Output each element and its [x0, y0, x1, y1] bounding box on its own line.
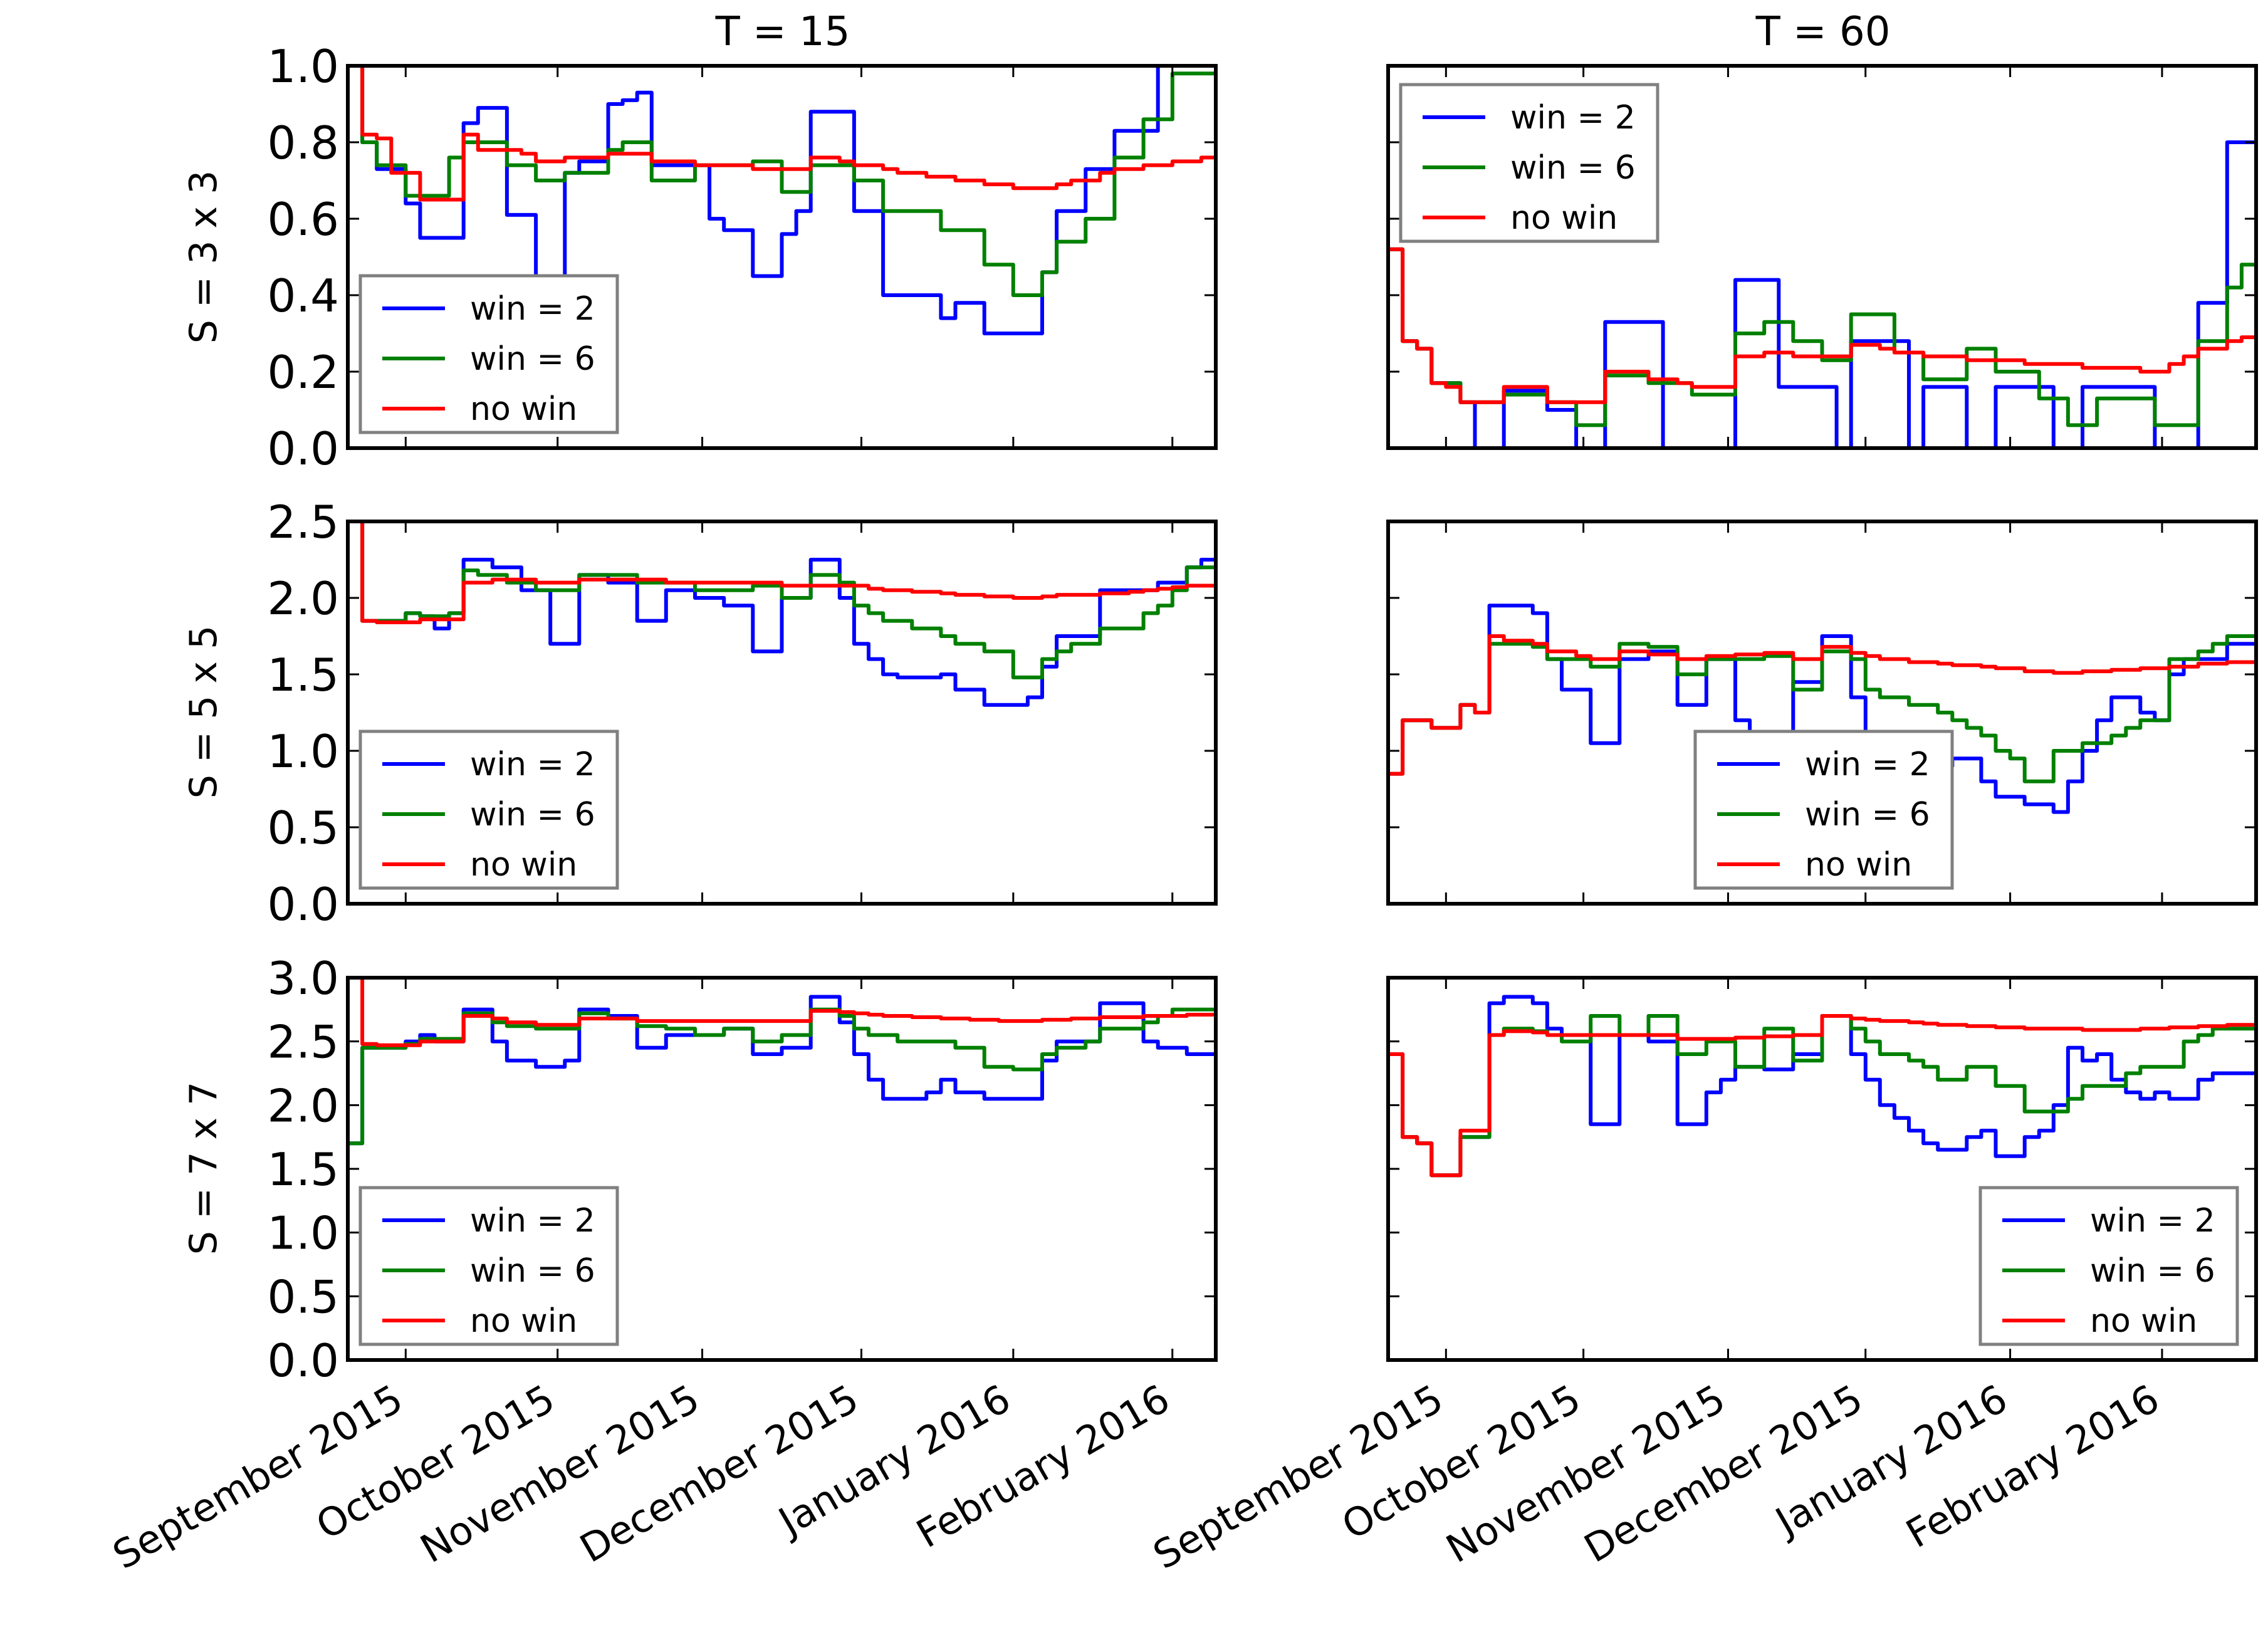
- series-group-0: [348, 66, 1216, 335]
- legend-label: win = 2: [1510, 99, 1636, 137]
- legend: win = 2 win = 6 no win: [1399, 83, 1659, 243]
- series-line-no-win: [348, 521, 1216, 624]
- legend: win = 2 win = 6 no win: [1978, 1186, 2239, 1346]
- plot-frame: [346, 520, 1218, 906]
- legend-label: no win: [470, 390, 577, 428]
- legend-label: win = 2: [470, 746, 595, 783]
- chart-panel-1: win = 2 win = 6 no win: [1386, 64, 2258, 450]
- chart-panel-3: win = 2 win = 6 no win: [1386, 520, 2258, 906]
- series-line-no-win: [348, 978, 1216, 1047]
- series-line-no-win: [348, 66, 1216, 202]
- series-group-4: [348, 978, 1216, 1146]
- y-tick-label: 2.0: [267, 572, 339, 625]
- legend-label: win = 2: [470, 290, 595, 328]
- legend-label: win = 6: [470, 796, 595, 834]
- legend-label: win = 6: [470, 340, 595, 378]
- y-tick-label: 0.8: [267, 117, 339, 169]
- row-label-s5: S = 5 x 5: [182, 625, 226, 799]
- series-line-no-win: [1388, 1014, 2256, 1178]
- legend-label: no win: [2090, 1302, 2197, 1340]
- y-tick-label: 0.0: [267, 878, 339, 931]
- plot-frame: [346, 64, 1218, 450]
- legend-label: win = 6: [2090, 1252, 2215, 1290]
- legend-box: [1399, 83, 1659, 243]
- series-line-no-win: [1388, 634, 2256, 776]
- chart-panel-2: 0.0 0.5 1.0 1.5 2.0 2.5 win = 2 win = 6 no win: [267, 496, 1218, 931]
- series-line-no-win: [1388, 247, 2256, 404]
- column-title-t15: T = 15: [715, 9, 850, 55]
- y-tick-label: 1.5: [267, 1143, 339, 1196]
- legend-label: no win: [1805, 846, 1912, 884]
- y-tick-label: 1.0: [267, 725, 339, 778]
- series-line-win-2: [1388, 604, 2256, 814]
- legend-label: win = 6: [470, 1252, 595, 1290]
- series-group-3: [1388, 604, 2256, 814]
- legend: win = 2 win = 6 no win: [358, 274, 619, 434]
- legend-label: no win: [470, 846, 577, 884]
- series-line-win-6: [1388, 631, 2256, 783]
- y-tick-label: 2.5: [267, 496, 339, 548]
- y-tick-label: 0.4: [267, 269, 339, 322]
- legend-box: [358, 1186, 619, 1346]
- legend: win = 2 win = 6 no win: [358, 1186, 619, 1346]
- row-label-s7: S = 7 x 7: [182, 1082, 226, 1255]
- legend-label: no win: [1510, 199, 1617, 237]
- legend: win = 2 win = 6 no win: [1693, 730, 1954, 890]
- series-line-win-2: [348, 66, 1216, 335]
- y-tick-label: 3.0: [267, 952, 339, 1005]
- series-group-5: [1388, 995, 2256, 1178]
- y-tick-label: 0.6: [267, 193, 339, 246]
- y-tick-label: 0.0: [267, 422, 339, 475]
- y-tick-label: 0.2: [267, 346, 339, 399]
- chart-panel-0: 0.0 0.2 0.4 0.6 0.8 1.0 win = 2 win = 6 no win: [267, 40, 1218, 475]
- legend-box: [1693, 730, 1954, 890]
- y-tick-label: 0.5: [267, 1270, 339, 1323]
- legend-label: win = 2: [1805, 746, 1930, 783]
- plot-frame: [1386, 520, 2258, 906]
- legend-label: no win: [470, 1302, 577, 1340]
- series-line-win-6: [348, 1007, 1216, 1146]
- series-group-2: [348, 521, 1216, 707]
- series-group-1: [1388, 140, 2256, 448]
- legend-box: [1978, 1186, 2239, 1346]
- series-line-win-6: [1388, 1014, 2256, 1178]
- legend-label: win = 2: [2090, 1202, 2215, 1240]
- legend-label: win = 6: [1510, 149, 1636, 187]
- legend-box: [358, 274, 619, 434]
- y-tick-label: 0.0: [267, 1334, 339, 1387]
- legend-box: [358, 730, 619, 890]
- legend: win = 2 win = 6 no win: [358, 730, 619, 890]
- legend-label: win = 6: [1805, 796, 1930, 834]
- y-tick-label: 1.0: [267, 1207, 339, 1260]
- y-tick-label: 1.0: [267, 40, 339, 93]
- plot-frame: [1386, 64, 2258, 450]
- legend-label: win = 2: [470, 1202, 595, 1240]
- series-line-win-6: [348, 66, 1216, 297]
- series-line-win-6: [1388, 247, 2256, 427]
- column-title-t60: T = 60: [1755, 9, 1891, 55]
- y-tick-label: 2.0: [267, 1079, 339, 1132]
- y-tick-label: 1.5: [267, 649, 339, 701]
- y-tick-label: 0.5: [267, 802, 339, 854]
- row-label-s3: S = 3 x 3: [182, 170, 226, 344]
- y-tick-label: 2.5: [267, 1016, 339, 1069]
